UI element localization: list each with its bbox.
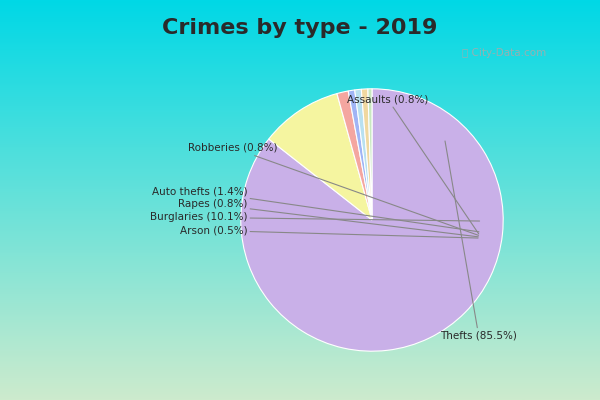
Text: Robberies (0.8%): Robberies (0.8%) [188, 143, 478, 235]
Wedge shape [337, 91, 372, 220]
Wedge shape [269, 94, 372, 220]
Text: Arson (0.5%): Arson (0.5%) [180, 226, 478, 238]
Text: Thefts (85.5%): Thefts (85.5%) [440, 141, 517, 340]
Wedge shape [361, 89, 372, 220]
Wedge shape [368, 89, 372, 220]
Wedge shape [355, 89, 372, 220]
Text: Assaults (0.8%): Assaults (0.8%) [347, 94, 479, 234]
Wedge shape [348, 90, 372, 220]
Text: Crimes by type - 2019: Crimes by type - 2019 [163, 18, 437, 38]
Wedge shape [241, 89, 503, 351]
Text: Auto thefts (1.4%): Auto thefts (1.4%) [152, 186, 479, 232]
Text: ⓘ City-Data.com: ⓘ City-Data.com [462, 48, 546, 58]
Text: Burglaries (10.1%): Burglaries (10.1%) [150, 212, 479, 222]
Text: Rapes (0.8%): Rapes (0.8%) [178, 199, 478, 237]
